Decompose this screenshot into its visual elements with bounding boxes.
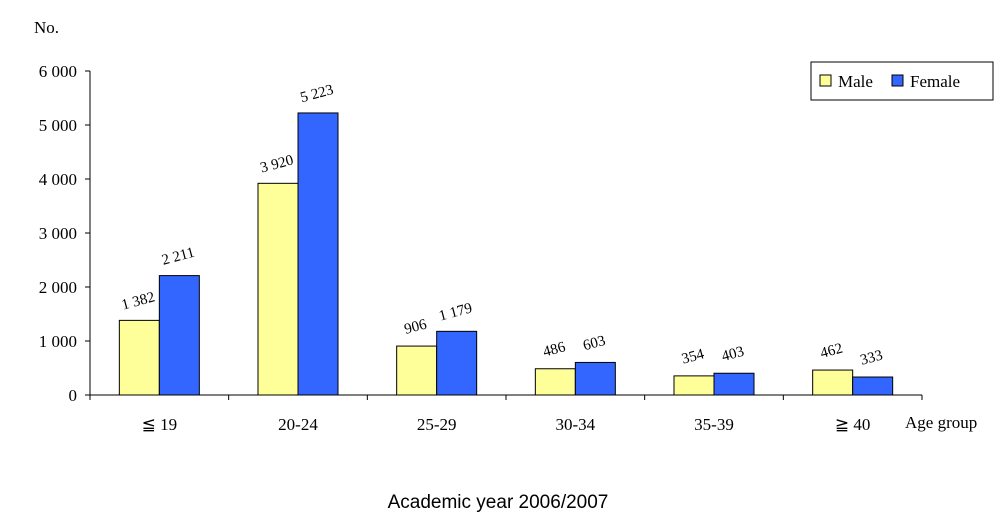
data-label-female: 5 223 <box>299 82 336 106</box>
data-label-male: 1 382 <box>120 289 157 313</box>
bar-female <box>297 112 339 396</box>
bar-male <box>534 368 576 396</box>
data-label-male: 462 <box>819 341 845 362</box>
legend: Male Female <box>810 61 994 101</box>
data-label-female: 603 <box>581 333 607 354</box>
x-tick-label: ≦ 19 <box>142 415 178 434</box>
bar-female <box>852 376 894 396</box>
y-tick-label: 1 000 <box>39 332 77 351</box>
y-tick-label: 5 000 <box>39 116 77 135</box>
bars <box>118 112 894 396</box>
x-tick-label: ≧ 40 <box>835 415 871 434</box>
legend-swatch-male <box>819 74 832 87</box>
y-axis: 0 1 000 2 000 3 000 4 000 5 000 6 000 <box>39 62 91 405</box>
y-tick-label: 3 000 <box>39 224 77 243</box>
legend-label-female: Female <box>910 72 960 91</box>
legend-label-male: Male <box>838 72 873 91</box>
bar-male <box>396 345 438 396</box>
bar-female <box>158 275 200 396</box>
bar-female <box>713 372 755 396</box>
x-tick-label: 20-24 <box>278 415 318 434</box>
data-label-female: 403 <box>720 344 746 365</box>
data-label-female: 2 211 <box>160 245 196 269</box>
bar-male <box>257 182 299 396</box>
bar-male <box>673 375 715 396</box>
data-label-female: 333 <box>859 348 885 369</box>
chart-caption: Academic year 2006/2007 <box>388 492 609 513</box>
x-tick-label: 35-39 <box>694 415 734 434</box>
data-label-male: 3 920 <box>259 152 296 176</box>
legend-swatch-female <box>891 74 904 87</box>
y-tick-label: 6 000 <box>39 62 77 81</box>
x-axis: ≦ 19 20-24 25-29 30-34 35-39 ≧ 40 <box>89 394 923 434</box>
y-tick-label: 2 000 <box>39 278 77 297</box>
x-axis-title: Age group <box>905 413 977 432</box>
y-tick-label: 4 000 <box>39 170 77 189</box>
x-tick-label: 25-29 <box>417 415 457 434</box>
data-label-male: 486 <box>541 339 567 360</box>
y-axis-title: No. <box>34 18 59 37</box>
data-label-female: 1 179 <box>437 300 474 324</box>
bar-female <box>574 361 616 396</box>
y-tick-label: 0 <box>69 386 78 405</box>
x-tick-label: 30-34 <box>555 415 595 434</box>
bar-female <box>436 330 478 396</box>
data-label-male: 906 <box>403 316 429 337</box>
bar-male <box>812 369 854 396</box>
bar-male <box>118 319 160 396</box>
data-label-male: 354 <box>680 346 706 367</box>
